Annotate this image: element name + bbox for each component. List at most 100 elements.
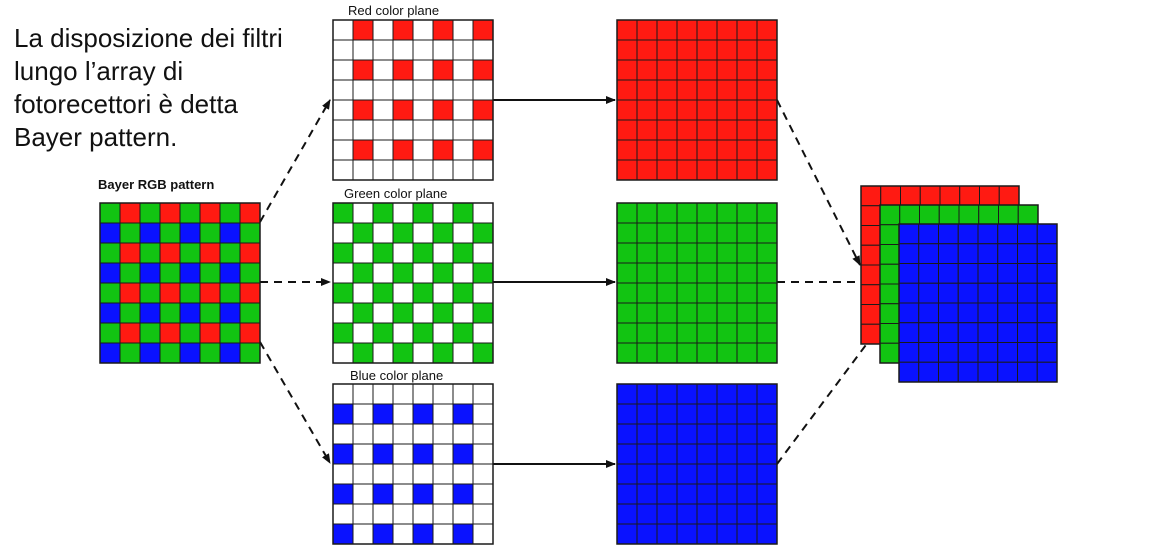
bayer-cell — [139, 342, 161, 364]
bayer-cell — [219, 342, 241, 364]
red-full-cell — [676, 139, 698, 161]
green-plane-cell — [412, 342, 434, 364]
red-plane-label: Red color plane — [348, 3, 440, 18]
bayer-cell — [139, 282, 161, 304]
bayer-cell — [159, 242, 181, 264]
blue-full-cell — [636, 503, 658, 525]
blue-plane-cell — [472, 403, 494, 425]
blue-plane-cell — [452, 523, 474, 545]
stack-blue-cell — [1036, 302, 1058, 324]
stack-red-cell — [860, 244, 882, 266]
green-plane-cell — [332, 282, 354, 304]
red-plane-cell — [412, 39, 434, 61]
green-plane-cell — [452, 282, 474, 304]
blue-full-cell — [636, 423, 658, 445]
stack-green-cell — [998, 204, 1019, 226]
bayer-cell — [119, 202, 141, 224]
green-full-cell — [616, 282, 638, 304]
red-full-cell — [676, 159, 698, 181]
green-plane-cell — [472, 342, 494, 364]
blue-plane-cell — [352, 483, 374, 505]
bayer-cell — [159, 202, 181, 224]
blue-full-cell — [736, 423, 758, 445]
red-plane-cell — [352, 19, 374, 41]
red-full-cell — [656, 139, 678, 161]
blue-plane-cell — [472, 443, 494, 465]
blue-full-cell — [616, 483, 638, 505]
green-plane-cell — [332, 342, 354, 364]
green-full-cell — [716, 342, 738, 364]
green-full-cell — [756, 322, 778, 344]
blue-plane-cell — [452, 503, 474, 525]
red-plane-cell — [372, 139, 394, 161]
red-full-cell — [696, 19, 718, 41]
red-full-cell — [756, 19, 778, 41]
stack-blue-cell — [1017, 322, 1038, 343]
blue-plane-cell — [452, 383, 474, 405]
green-plane-cell — [412, 262, 434, 284]
green-full-cell — [636, 202, 658, 224]
blue-plane-cell — [412, 503, 434, 525]
blue-full-cell — [716, 423, 738, 445]
red-full-cell — [756, 139, 778, 161]
stack-blue-cell — [1017, 282, 1038, 304]
red-plane-cell — [392, 99, 414, 121]
stack-blue-cell — [1017, 263, 1038, 284]
blue-full-cell — [676, 483, 698, 505]
green-plane-cell — [332, 322, 354, 344]
stack-blue-cell — [938, 322, 959, 343]
red-full-cell — [736, 39, 758, 61]
red-full-cell — [656, 119, 678, 141]
stack-blue-border — [898, 223, 1058, 383]
blue-plane-cell — [432, 383, 454, 405]
blue-full-cell — [736, 383, 758, 405]
green-plane-cell — [452, 222, 474, 244]
blue-full-cell — [656, 403, 678, 425]
stack-blue-cell — [1017, 342, 1038, 363]
green-plane-cell — [432, 322, 454, 344]
blue-plane-cell — [372, 443, 394, 465]
bayer-cell — [139, 202, 161, 224]
green-plane-cell — [352, 242, 374, 264]
red-plane-cell — [432, 39, 454, 61]
blue-plane-cell — [352, 503, 374, 525]
blue-full-cell — [676, 523, 698, 545]
red-plane-cell — [412, 119, 434, 141]
blue-plane-cell — [372, 463, 394, 485]
blue-full-cell — [696, 403, 718, 425]
green-full-cell — [676, 262, 698, 284]
green-plane-cell — [432, 222, 454, 244]
red-plane-cell — [472, 139, 494, 161]
stack-blue-cell — [957, 322, 979, 343]
bayer-cell — [239, 242, 261, 264]
blue-full-cell — [756, 383, 778, 405]
blue-full-cell — [616, 503, 638, 525]
blue-full-cell — [636, 463, 658, 485]
blue-full-cell — [736, 403, 758, 425]
red-plane-cell — [372, 79, 394, 101]
bayer-cell — [239, 262, 261, 284]
red-full-cell — [696, 39, 718, 61]
blue-full-cell — [636, 523, 658, 545]
bayer-cell — [119, 222, 141, 244]
stack-blue-cell — [898, 342, 920, 363]
blue-plane-cell — [332, 403, 354, 425]
red-plane-cell — [352, 119, 374, 141]
bayer-cell — [119, 242, 141, 264]
stack-blue-cell — [997, 322, 1018, 343]
stack-blue-cell — [957, 282, 979, 304]
green-plane-cell — [332, 202, 354, 224]
green-full-cell — [656, 282, 678, 304]
stack-blue-cell — [938, 223, 959, 245]
blue-plane-cell — [452, 463, 474, 485]
green-full-cell — [616, 302, 638, 324]
stack-green-cell — [1017, 204, 1039, 226]
blue-full-cell — [656, 463, 678, 485]
green-full-cell — [756, 222, 778, 244]
green-plane-cell — [332, 262, 354, 284]
bayer-cell — [139, 302, 161, 324]
blue-plane-cell — [392, 423, 414, 445]
green-plane-cell — [472, 282, 494, 304]
red-plane-cell — [472, 119, 494, 141]
stack-blue-cell — [898, 243, 920, 264]
